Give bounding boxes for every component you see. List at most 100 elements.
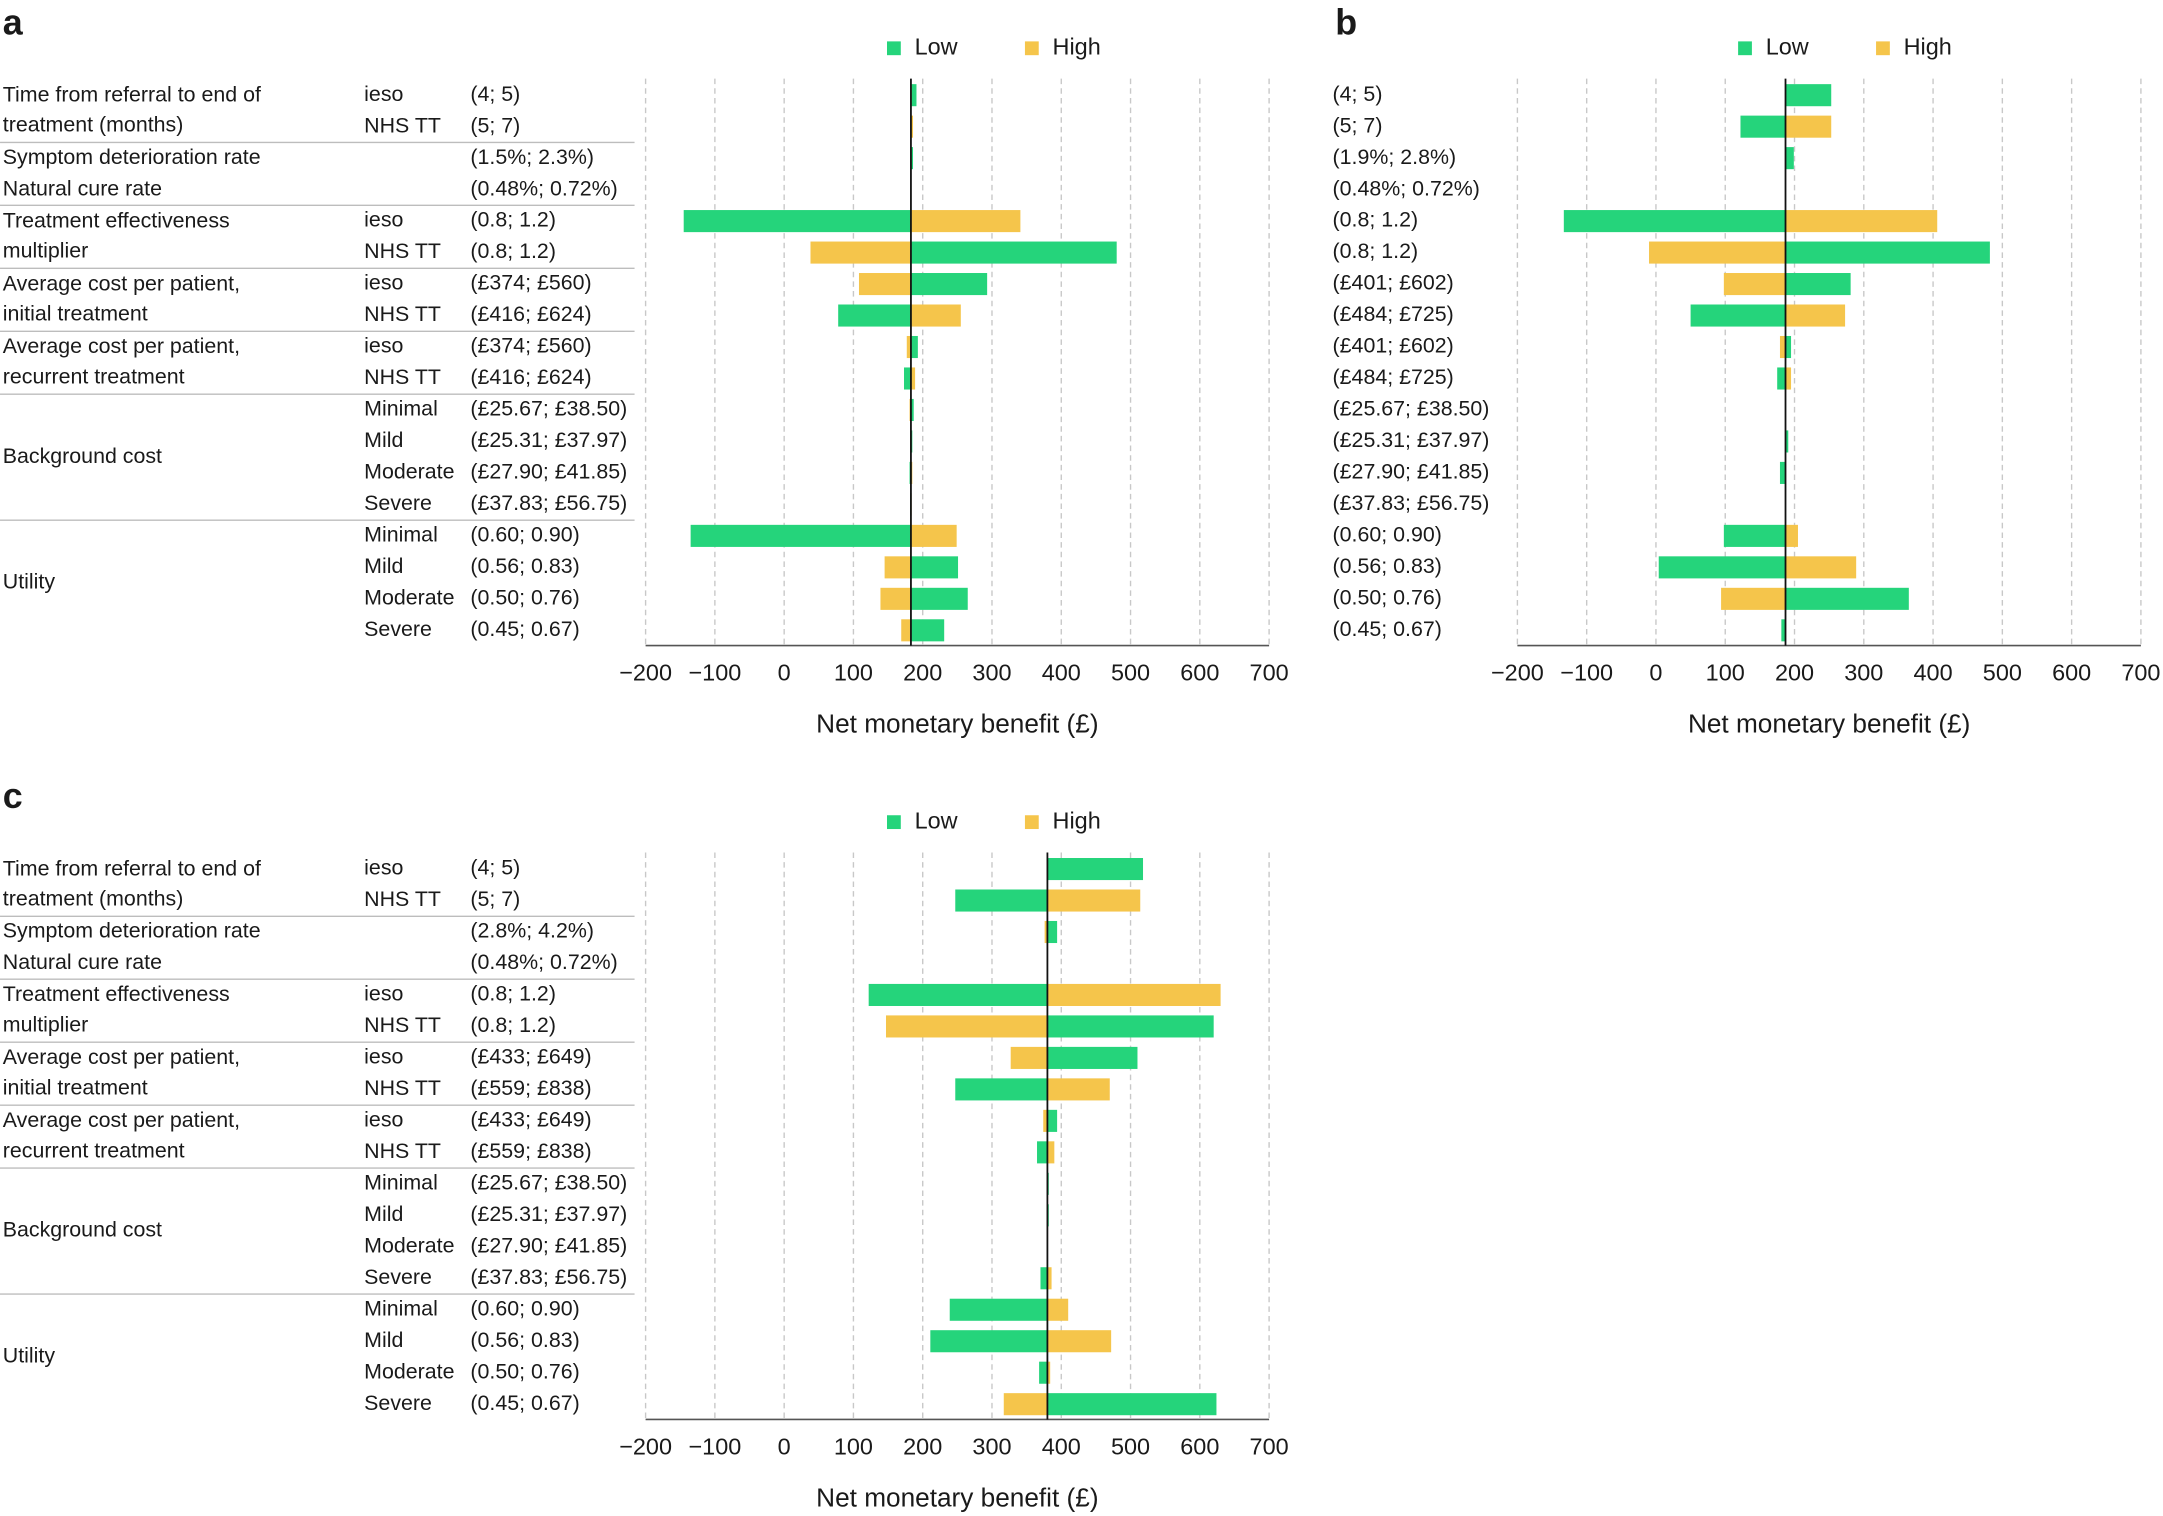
bar — [955, 889, 1048, 912]
bar — [906, 335, 911, 359]
range-label: (£27.90; £41.85) — [470, 1233, 627, 1257]
range-label: (2.8%; 4.2%) — [470, 919, 594, 943]
range-label: (5; 7) — [470, 887, 520, 911]
x-tick-label: 700 — [2121, 660, 2160, 686]
bar — [1785, 556, 1857, 579]
bar — [1047, 1109, 1058, 1132]
range-label: (£401; £602) — [1333, 334, 1454, 358]
bar — [901, 619, 911, 642]
range-label: (0.45; 0.67) — [1333, 617, 1442, 641]
group-label: treatment (months) — [3, 113, 184, 137]
range-label: (£37.83; £56.75) — [470, 1265, 627, 1289]
bar — [1785, 84, 1832, 107]
group-label: multiplier — [3, 1013, 89, 1037]
bar — [910, 84, 917, 107]
sub-label: Moderate — [364, 585, 454, 609]
bar — [910, 241, 1117, 264]
x-tick-label: 0 — [1649, 660, 1662, 686]
bar — [910, 273, 988, 296]
sub-label: Severe — [364, 491, 432, 515]
bar — [1047, 920, 1058, 944]
bar — [910, 335, 918, 359]
x-tick-label: 300 — [972, 1434, 1011, 1460]
bar — [1563, 210, 1786, 233]
x-axis-title: Net monetary benefit (£) — [816, 1482, 1098, 1512]
range-label: (£25.67; £38.50) — [1333, 397, 1490, 421]
bar — [1047, 1046, 1138, 1069]
range-label: (£374; £560) — [470, 271, 591, 295]
bar — [1649, 241, 1786, 264]
sub-label: Mild — [364, 428, 403, 452]
sub-label: Minimal — [364, 523, 438, 547]
legend-label: Low — [915, 807, 958, 833]
range-label: (£416; £624) — [470, 302, 591, 326]
x-tick-label: 600 — [1180, 1434, 1219, 1460]
range-label: (4; 5) — [470, 856, 520, 880]
bar — [884, 556, 911, 579]
sub-label: Moderate — [364, 1233, 454, 1257]
range-label: (4; 5) — [1333, 82, 1383, 106]
bar — [1003, 1393, 1048, 1416]
x-tick-label: −200 — [619, 660, 672, 686]
bar — [1779, 461, 1786, 484]
range-label: (0.60; 0.90) — [1333, 523, 1442, 547]
group-label: Background cost — [3, 1218, 162, 1242]
sub-label: Minimal — [364, 1296, 438, 1320]
bar — [1785, 304, 1846, 327]
sub-label: Moderate — [364, 1359, 454, 1383]
bar — [1785, 241, 1990, 264]
bar — [1044, 920, 1048, 944]
bar — [1047, 1361, 1051, 1384]
range-label: (0.56; 0.83) — [1333, 554, 1442, 578]
bar — [910, 398, 914, 422]
range-label: (0.45; 0.67) — [470, 617, 579, 641]
sub-label: NHS TT — [364, 1076, 441, 1100]
bar — [683, 210, 911, 233]
group-label: Average cost per patient, — [3, 334, 240, 358]
range-label: (0.8; 1.2) — [470, 1013, 556, 1037]
bar — [910, 147, 914, 170]
x-tick-label: 200 — [903, 660, 942, 686]
x-tick-label: 600 — [1180, 660, 1219, 686]
bar — [1047, 1141, 1055, 1164]
range-label: (5; 7) — [1333, 113, 1383, 137]
x-tick-label: −200 — [619, 1434, 672, 1460]
x-tick-label: 500 — [1983, 660, 2022, 686]
legend-swatch — [1024, 815, 1039, 830]
sub-label: ieso — [364, 856, 403, 880]
bar — [1785, 115, 1832, 138]
legend-label: High — [1904, 33, 1952, 59]
sub-label: Mild — [364, 1202, 403, 1226]
x-tick-label: 200 — [1775, 660, 1814, 686]
range-label: (£559; £838) — [470, 1076, 591, 1100]
x-tick-label: 100 — [1706, 660, 1745, 686]
bar — [1785, 210, 1938, 233]
bar — [910, 587, 968, 610]
bar — [1723, 524, 1786, 547]
sub-label: Severe — [364, 617, 432, 641]
group-label: Treatment effectiveness — [3, 982, 230, 1006]
range-label: (0.48%; 0.72%) — [470, 176, 617, 200]
bar — [1785, 587, 1909, 610]
group-label: recurrent treatment — [3, 1138, 185, 1162]
range-label: (0.48%; 0.72%) — [1333, 176, 1480, 200]
range-label: (£401; £602) — [1333, 271, 1454, 295]
x-tick-label: 100 — [834, 1434, 873, 1460]
sub-label: Severe — [364, 1265, 432, 1289]
bar — [690, 524, 911, 547]
bar — [1010, 1046, 1048, 1069]
sub-label: Mild — [364, 1328, 403, 1352]
bar — [1785, 273, 1851, 296]
range-label: (£416; £624) — [470, 365, 591, 389]
bar — [1721, 587, 1786, 610]
range-label: (4; 5) — [470, 82, 520, 106]
x-tick-label: 700 — [1250, 1434, 1289, 1460]
sub-label: ieso — [364, 82, 403, 106]
sub-label: ieso — [364, 1045, 403, 1069]
group-label: initial treatment — [3, 302, 148, 326]
bar — [1785, 367, 1792, 390]
sub-label: Minimal — [364, 1170, 438, 1194]
sub-label: ieso — [364, 334, 403, 358]
group-label: Natural cure rate — [3, 950, 162, 974]
sub-label: ieso — [364, 271, 403, 295]
